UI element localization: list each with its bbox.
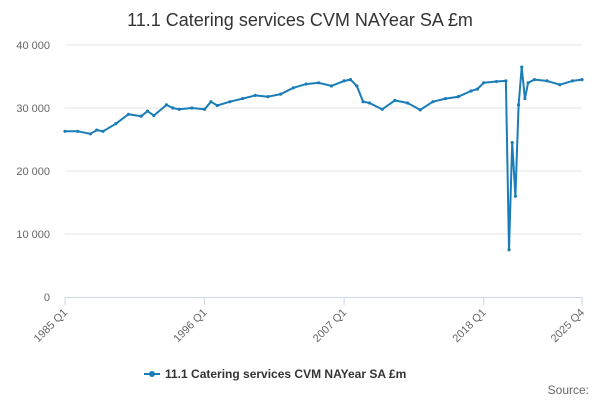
legend[interactable]: 11.1 Catering services CVM NAYear SA £m [144,367,406,381]
data-point[interactable] [558,83,562,87]
data-point[interactable] [177,107,181,111]
data-point[interactable] [570,79,575,83]
data-point[interactable] [95,128,99,132]
data-point[interactable] [114,122,118,126]
data-point[interactable] [139,114,143,118]
y-tick-label: 0 [44,292,50,304]
chart-title: 11.1 Catering services CVM NAYear SA £m [127,10,473,30]
data-point[interactable] [88,132,92,136]
data-point[interactable] [202,107,207,111]
x-tick-label: 2018 Q1 [450,307,488,345]
data-point[interactable] [482,81,486,85]
data-point[interactable] [418,108,422,112]
data-point[interactable] [171,106,175,110]
data-point[interactable] [101,129,105,133]
data-point[interactable] [526,81,530,85]
data-point[interactable] [405,101,410,105]
data-point[interactable] [507,248,511,252]
data-point[interactable] [475,87,479,91]
data-point[interactable] [431,100,435,104]
data-point[interactable] [523,96,527,101]
y-tick-label: 10 000 [16,229,50,241]
data-point[interactable] [76,129,80,133]
data-point[interactable] [393,98,397,103]
y-tick-label: 20 000 [16,166,50,178]
data-point[interactable] [152,113,156,118]
gridlines [65,44,582,235]
data-point[interactable] [291,86,295,90]
data-point[interactable] [279,92,283,96]
x-tick-label: 1985 Q1 [32,307,70,345]
data-point[interactable] [329,84,334,88]
data-point[interactable] [190,106,194,110]
data-point[interactable] [228,100,232,104]
source-label: Source: [548,383,589,397]
data-point[interactable] [145,109,150,113]
y-axis: 0 10 000 20 000 30 000 40 000 [16,40,50,304]
data-point[interactable] [513,194,517,198]
data-point[interactable] [209,100,213,104]
data-point[interactable] [367,101,372,105]
data-point[interactable] [532,78,537,82]
data-point[interactable] [444,96,448,101]
data-point[interactable] [494,79,498,84]
x-axis: 1985 Q1 1996 Q1 2007 Q1 2018 Q1 2025 Q4 [32,297,587,345]
data-point[interactable] [126,112,131,116]
data-point[interactable] [516,103,521,107]
data-point[interactable] [253,93,257,97]
data-point[interactable] [380,107,384,111]
data-point[interactable] [63,129,67,133]
series-layer [63,65,584,252]
data-point[interactable] [304,82,308,86]
data-point[interactable] [469,89,473,93]
legend-marker [149,371,155,377]
data-point[interactable] [164,103,169,107]
legend-label[interactable]: 11.1 Catering services CVM NAYear SA £m [165,367,406,381]
data-point[interactable] [545,79,549,83]
data-point[interactable] [580,78,584,82]
data-point[interactable] [361,100,365,104]
data-point[interactable] [348,78,353,82]
data-point[interactable] [342,79,346,83]
data-point[interactable] [317,81,321,85]
x-tick-label: 1996 Q1 [171,307,209,345]
x-tick-label: 2007 Q1 [311,307,349,345]
data-point[interactable] [510,141,514,145]
data-point[interactable] [266,95,270,99]
y-tick-label: 40 000 [16,40,50,52]
data-point[interactable] [504,79,508,83]
y-tick-label: 30 000 [16,103,50,115]
data-point[interactable] [520,65,524,69]
data-point[interactable] [355,84,359,88]
x-tick-label: 2025 Q4 [549,307,587,345]
data-point[interactable] [456,95,460,99]
data-point[interactable] [241,96,245,101]
series-line[interactable] [65,66,583,251]
data-point[interactable] [215,103,219,108]
